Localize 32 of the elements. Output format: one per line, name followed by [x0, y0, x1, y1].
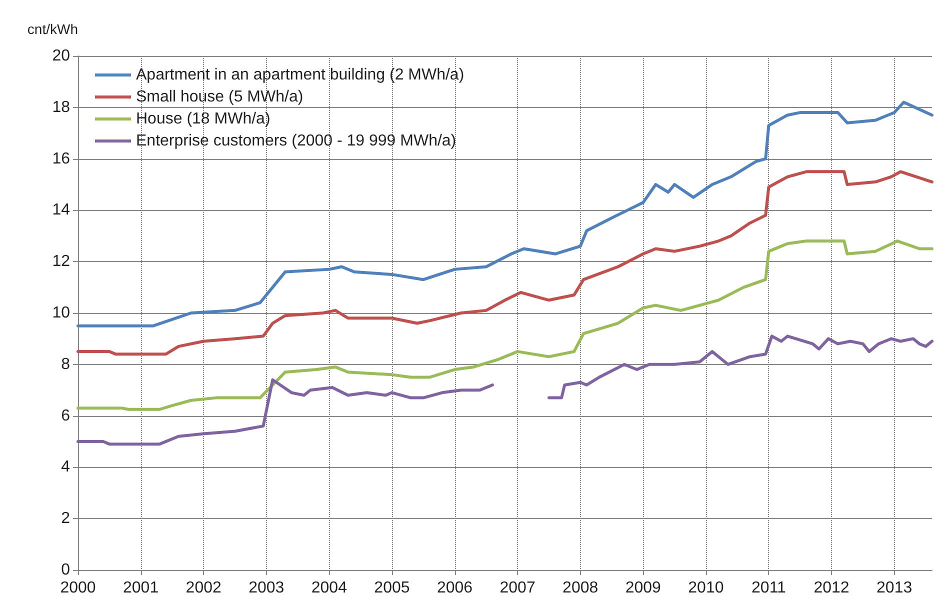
x-tick-label: 2008 — [562, 580, 598, 596]
x-tick-label: 2006 — [436, 580, 473, 596]
x-tick-label: 2011 — [752, 580, 786, 596]
x-tick-label: 2001 — [122, 580, 159, 596]
x-tick-label: 2013 — [876, 580, 912, 596]
x-tick-label: 2010 — [688, 580, 724, 596]
x-tick-label: 2003 — [248, 580, 284, 596]
y-tick-label: 20 — [52, 48, 70, 64]
y-tick-label: 14 — [52, 202, 70, 219]
y-tick-label: 0 — [61, 562, 70, 578]
y-tick-label: 12 — [52, 253, 70, 270]
x-tick-label: 2004 — [311, 580, 348, 596]
legend-label: Small house (5 MWh/a) — [136, 88, 304, 106]
y-tick-label: 6 — [61, 407, 70, 424]
y-tick-label: 2 — [61, 510, 70, 528]
y-tick-label: 10 — [52, 304, 70, 322]
legend-label: Enterprise customers (2000 - 19 999 MWh/a) — [136, 132, 456, 150]
y-tick-label: 8 — [61, 356, 70, 373]
line-series — [76, 240, 934, 411]
x-tick-label: 2005 — [374, 580, 410, 596]
y-tick-label: 18 — [52, 98, 70, 116]
x-tick-label: 2009 — [625, 580, 662, 596]
x-tick-label: 2002 — [186, 580, 222, 596]
x-tick-label: 2012 — [814, 580, 850, 596]
x-tick-label: 2000 — [60, 580, 96, 596]
x-tick-label: 2007 — [500, 580, 536, 596]
y-tick-label: 16 — [52, 150, 70, 168]
legend-label: Apartment in an apartment building (2 MWh/a) — [136, 66, 464, 84]
y-tick-label: 4 — [61, 458, 70, 476]
y-axis-title: cnt/kWh — [27, 21, 78, 37]
legend-label: House (18 MWh/a) — [136, 110, 270, 128]
line-series — [76, 170, 934, 356]
